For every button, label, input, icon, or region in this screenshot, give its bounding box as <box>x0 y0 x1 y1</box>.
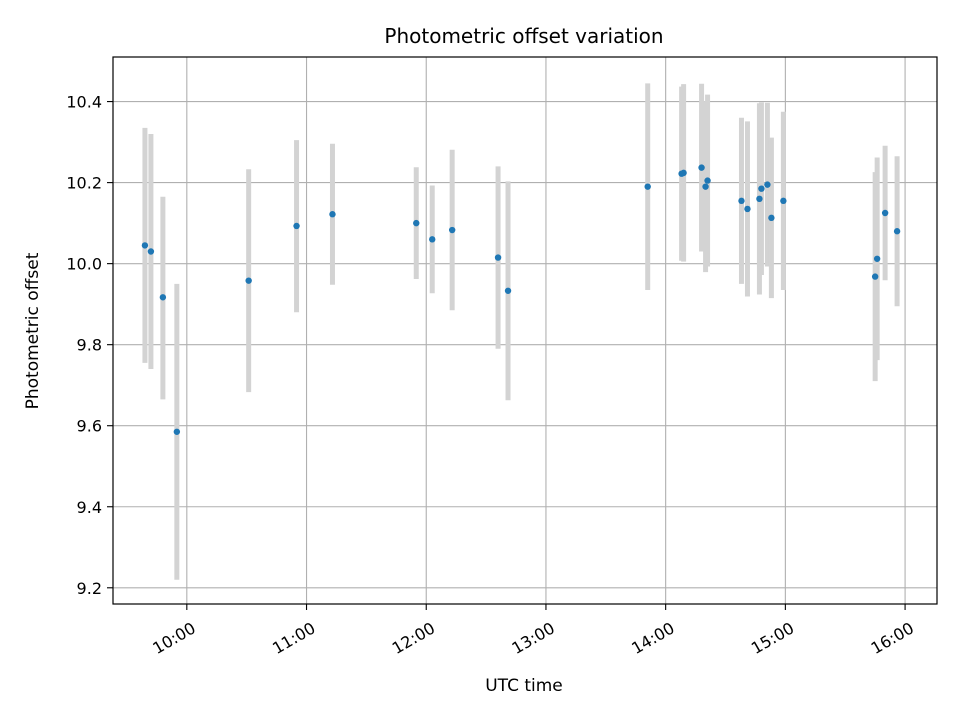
data-point <box>293 222 300 230</box>
data-point <box>141 242 149 249</box>
y-tick-label: 9.4 <box>77 498 102 517</box>
data-point <box>413 219 420 227</box>
data-point <box>173 428 181 435</box>
y-axis-label: Photometric offset <box>23 252 43 409</box>
data-point <box>893 228 901 235</box>
data-point <box>780 197 787 205</box>
plot-frame <box>112 56 938 605</box>
data-points <box>141 164 901 435</box>
data-point <box>704 177 711 184</box>
data-point <box>159 294 167 301</box>
data-point <box>448 226 456 234</box>
data-point <box>881 209 889 217</box>
data-point <box>873 255 881 262</box>
chart-title: Photometric offset variation <box>384 24 663 48</box>
data-point <box>758 185 765 192</box>
y-tick-label: 10.2 <box>66 174 102 193</box>
data-point <box>738 197 745 205</box>
data-point <box>764 181 771 188</box>
data-point <box>698 164 705 171</box>
data-point <box>429 236 436 243</box>
data-point <box>147 248 155 255</box>
y-tick-label: 9.6 <box>77 417 102 436</box>
data-point <box>504 287 512 294</box>
data-point <box>702 183 709 190</box>
data-point <box>756 195 763 203</box>
data-point <box>245 277 252 284</box>
data-point <box>744 205 751 213</box>
y-tick-label: 10.4 <box>66 93 102 112</box>
data-point <box>768 214 775 222</box>
data-point <box>494 254 502 261</box>
grid-lines <box>113 57 937 604</box>
data-point <box>871 273 879 280</box>
data-point <box>680 169 687 177</box>
y-axis-ticks: 9.2 9.4 9.6 9.8 10.0 10.2 10.4 <box>66 93 113 598</box>
y-tick-label: 9.2 <box>77 579 102 598</box>
y-tick-label: 10.0 <box>66 255 102 274</box>
x-axis-label: UTC time <box>485 676 563 696</box>
data-point <box>329 211 336 218</box>
y-tick-label: 9.8 <box>77 336 102 355</box>
data-point <box>644 183 651 190</box>
